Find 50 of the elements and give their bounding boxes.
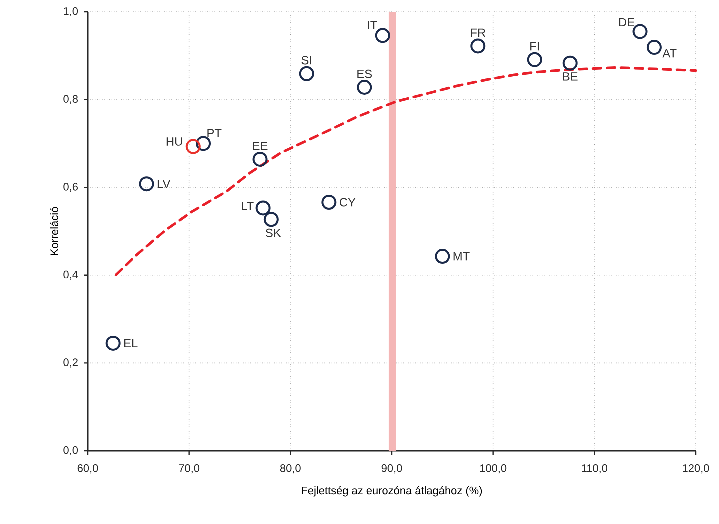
point — [186, 139, 201, 154]
point — [375, 28, 390, 44]
x-tick-label: 90,0 — [382, 464, 402, 474]
annotation: MT — [454, 252, 470, 261]
annotation: EL — [124, 339, 138, 348]
annotation: LT — [242, 202, 254, 210]
point — [527, 52, 542, 68]
annotation: HU — [166, 138, 182, 146]
point — [252, 152, 268, 167]
point — [470, 38, 486, 54]
annotation: ES — [358, 70, 372, 78]
y-axis-title: Korreláció — [50, 207, 58, 256]
y-tick-label: 0,8 — [64, 95, 78, 104]
annotation: FR — [471, 28, 486, 38]
annotation: BE — [563, 72, 578, 81]
x-tick-label: 100,0 — [480, 464, 507, 474]
point — [106, 336, 121, 351]
point — [264, 212, 279, 228]
annotation: DE — [619, 18, 635, 27]
annotation: AT — [662, 49, 677, 58]
annotation: CY — [340, 198, 356, 207]
point — [299, 66, 314, 82]
x-tick-label: 80,0 — [280, 464, 301, 474]
point — [322, 195, 337, 210]
annotation: EE — [253, 142, 268, 150]
point — [139, 176, 154, 192]
annotation: IT — [368, 21, 378, 30]
annotation: FI — [530, 42, 540, 51]
y-tick-label: 0,6 — [64, 183, 78, 192]
annotation: PT — [208, 129, 222, 138]
x-tick-label: 70,0 — [179, 464, 200, 474]
y-tick-label: 1,0 — [64, 7, 78, 17]
y-tick-label: 0,4 — [64, 270, 78, 280]
annotation: SI — [302, 56, 312, 65]
x-tick-label: 110,0 — [582, 464, 608, 474]
x-axis-title: Fejlettség az eurozóna átlagához (%) — [302, 486, 482, 497]
point — [196, 136, 212, 152]
x-tick-label: 60,0 — [78, 464, 98, 474]
y-tick-label: 0,2 — [64, 358, 78, 368]
annotation: SK — [266, 228, 282, 238]
point — [256, 200, 271, 216]
x-tick-label: 120,0 — [683, 464, 710, 474]
point — [562, 56, 578, 71]
point — [646, 40, 662, 56]
point — [357, 80, 372, 96]
point — [435, 249, 450, 264]
annotation: LV — [158, 180, 171, 188]
line-series — [115, 66, 698, 276]
y-tick-label: 0,0 — [64, 446, 78, 456]
point — [632, 24, 648, 40]
